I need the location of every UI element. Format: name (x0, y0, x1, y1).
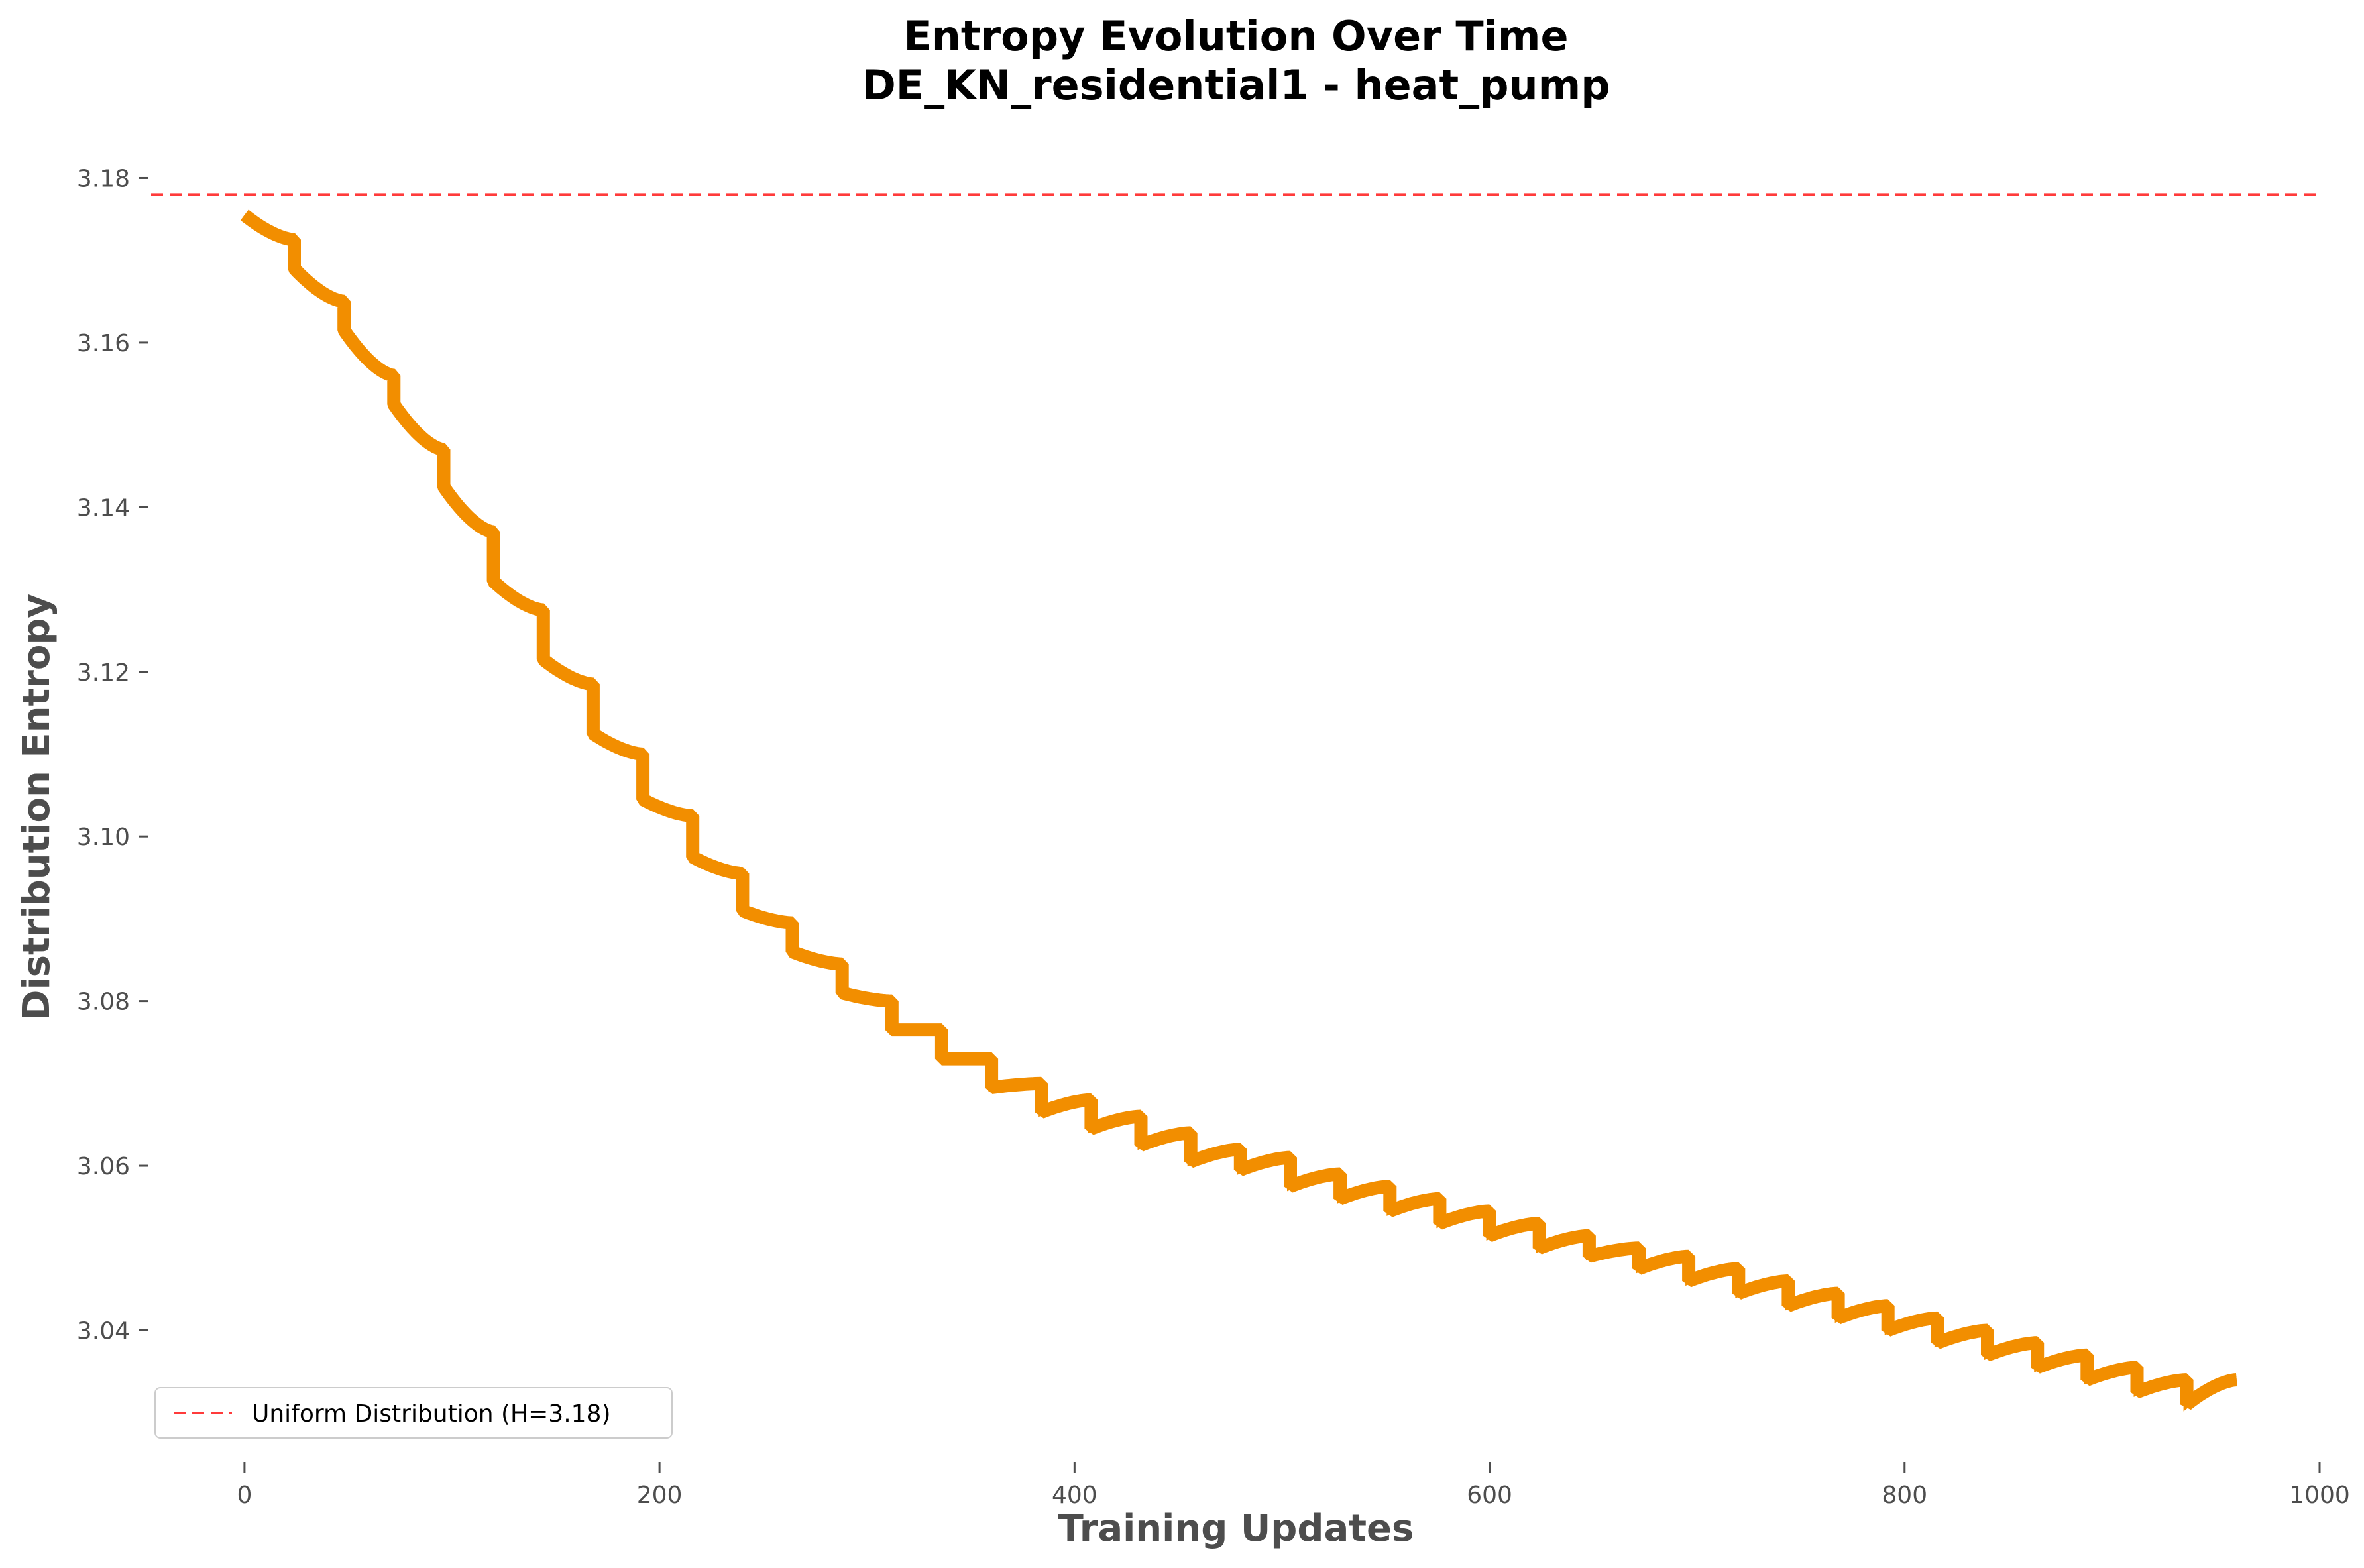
plot-area (151, 193, 2320, 1412)
chart-title-line2: DE_KN_residential1 - heat_pump (862, 61, 1610, 109)
y-tick-label: 3.10 (77, 824, 130, 851)
y-axis-ticks: 3.04 3.06 3.08 3.10 3.12 3.14 3.16 3.18 (77, 165, 148, 1345)
y-tick-label: 3.16 (77, 330, 130, 357)
x-axis-ticks: 0 200 400 600 800 1000 (237, 1462, 2350, 1509)
x-tick-label: 400 (1052, 1482, 1098, 1509)
x-tick-label: 0 (237, 1482, 252, 1509)
legend: Uniform Distribution (H=3.18) (154, 1387, 673, 1439)
x-tick-label: 200 (637, 1482, 683, 1509)
y-tick-label: 3.14 (77, 494, 130, 522)
y-tick-label: 3.18 (77, 165, 130, 192)
x-tick-label: 600 (1467, 1482, 1512, 1509)
legend-label-uniform: Uniform Distribution (H=3.18) (252, 1400, 611, 1428)
y-axis-label: Distribution Entropy (15, 594, 58, 1021)
x-axis-label: Training Updates (1058, 1507, 1414, 1550)
chart-title-line1: Entropy Evolution Over Time (903, 12, 1568, 60)
y-tick-label: 3.06 (77, 1153, 130, 1180)
x-tick-label: 1000 (2289, 1482, 2350, 1509)
legend-box (154, 1387, 673, 1439)
y-tick-label: 3.08 (77, 989, 130, 1016)
entropy-series-line (240, 209, 2237, 1410)
x-tick-label: 800 (1882, 1482, 1927, 1509)
y-tick-label: 3.12 (77, 659, 130, 687)
entropy-series-core (242, 212, 2237, 1412)
y-tick-label: 3.04 (77, 1317, 130, 1345)
